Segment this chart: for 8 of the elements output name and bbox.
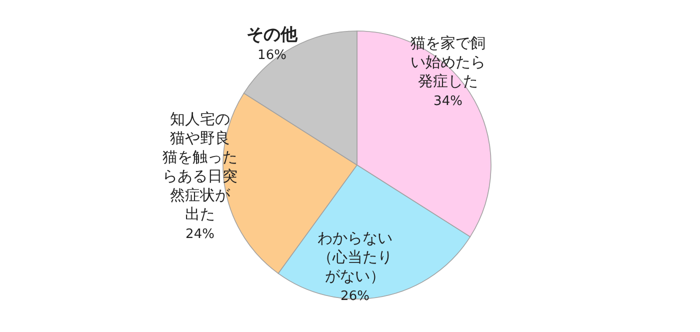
data-label: 24% [186,227,214,242]
data-label: 16% [258,48,286,63]
slice-label: その他 [246,25,298,45]
data-label: 34% [434,94,462,109]
slice-label: わからない（心当たりがない） [318,229,392,285]
data-label: 26% [340,289,370,304]
slice-label: 知人宅の猫や野良猫を触ったらある日突然症状が出た [162,110,238,223]
slice-label: 猫を家で飼い始めたら発症した [410,34,486,90]
